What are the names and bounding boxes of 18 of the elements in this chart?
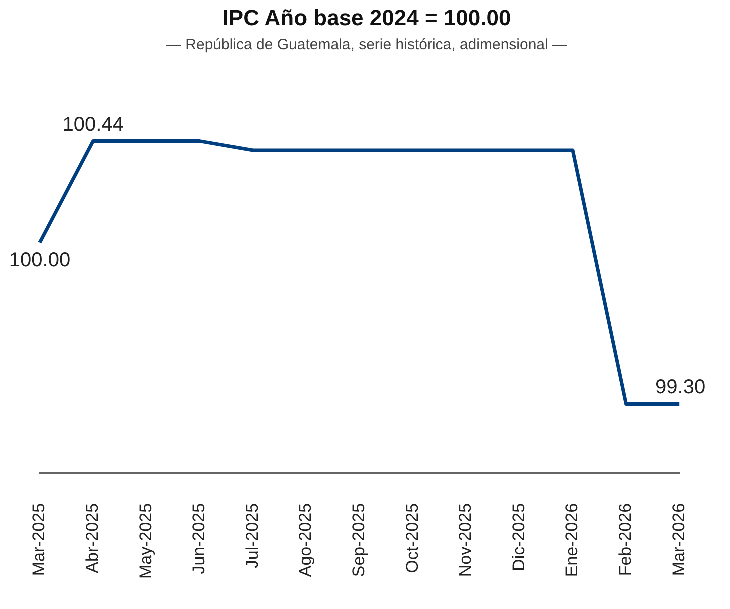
x-tick-label: Mar-2025 [30,503,49,576]
x-tick-label: Mar-2026 [669,503,688,576]
chart-title: IPC Año base 2024 = 100.00 [222,5,512,30]
chart-subtitle: — República de Guatemala, serie histórica, adimensional — [166,36,568,54]
x-tick-label: Dic-2025 [509,503,528,572]
x-tick-label: Feb-2026 [616,503,635,576]
data-label: 99.30 [656,376,706,399]
x-tick-label: Jun-2025 [190,503,209,574]
x-tick-label: May-2025 [136,503,156,580]
x-tick-label: Nov-2025 [456,503,476,578]
x-tick-label: Abr-2025 [82,503,102,574]
x-tick-label: Jul-2025 [242,503,262,569]
x-tick-label: Oct-2025 [402,503,422,574]
x-tick-label: Sep-2025 [349,503,368,578]
data-label: 100.00 [9,249,71,272]
data-label: 100.44 [62,114,124,136]
x-tick-label: Ene-2026 [562,503,582,578]
x-tick-label: Ago-2025 [296,503,316,578]
